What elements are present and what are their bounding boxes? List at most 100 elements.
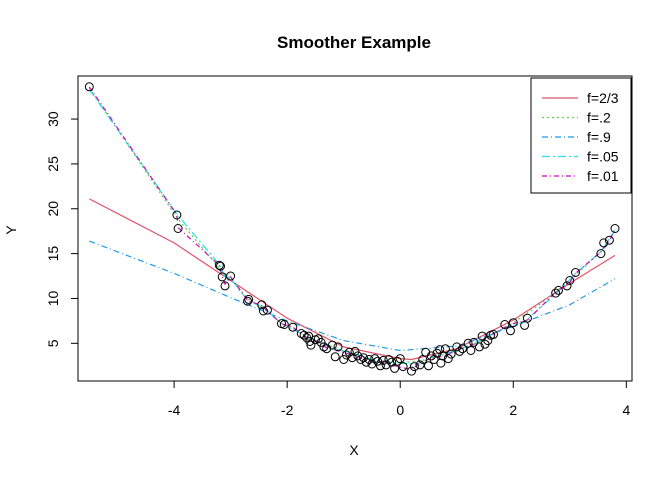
data-point bbox=[243, 296, 253, 306]
data-point bbox=[296, 329, 306, 338]
legend-label: f=.01 bbox=[587, 168, 619, 184]
x-tick-label: 0 bbox=[396, 402, 404, 418]
y-tick-label: 10 bbox=[45, 290, 61, 306]
legend-label: f=2/3 bbox=[587, 90, 619, 106]
data-point bbox=[262, 305, 272, 315]
data-point bbox=[364, 355, 374, 364]
data-point bbox=[424, 361, 433, 371]
data-point bbox=[596, 249, 606, 259]
data-point bbox=[257, 300, 267, 310]
y-axis-title: Y bbox=[3, 225, 19, 235]
data-point bbox=[506, 326, 515, 336]
data-point bbox=[304, 331, 314, 341]
x-tick-label: 4 bbox=[622, 402, 630, 418]
data-point bbox=[258, 306, 268, 316]
data-point bbox=[415, 360, 425, 370]
data-point bbox=[173, 224, 183, 233]
data-point bbox=[483, 336, 493, 346]
data-point bbox=[565, 276, 575, 285]
data-point bbox=[554, 285, 563, 295]
data-point bbox=[333, 342, 343, 352]
x-axis: -4 -2 0 2 4 bbox=[168, 380, 630, 418]
x-tick-label: -2 bbox=[281, 402, 294, 418]
data-point bbox=[305, 337, 315, 346]
chart-title: Smoother Example bbox=[277, 33, 431, 52]
data-point bbox=[288, 322, 298, 332]
data-point bbox=[339, 355, 349, 364]
data-point bbox=[395, 354, 405, 364]
data-point bbox=[435, 345, 445, 355]
data-point bbox=[216, 261, 225, 271]
data-point bbox=[306, 340, 316, 350]
data-point bbox=[469, 337, 479, 347]
data-point bbox=[378, 355, 388, 365]
data-point bbox=[330, 352, 340, 362]
data-point bbox=[562, 281, 572, 291]
data-point bbox=[373, 356, 383, 366]
data-point bbox=[500, 320, 510, 329]
data-point bbox=[327, 340, 337, 350]
data-point bbox=[489, 329, 498, 339]
data-point bbox=[342, 350, 351, 360]
data-point bbox=[421, 347, 431, 357]
data-point bbox=[387, 357, 397, 367]
y-tick-label: 20 bbox=[45, 201, 61, 217]
data-point bbox=[367, 359, 377, 369]
data-point bbox=[409, 362, 419, 372]
data-point bbox=[392, 356, 402, 366]
data-point bbox=[319, 342, 329, 352]
y-tick-label: 25 bbox=[45, 156, 61, 172]
legend-label: f=.9 bbox=[587, 129, 611, 145]
data-point bbox=[375, 361, 385, 371]
data-point bbox=[407, 366, 416, 376]
data-point bbox=[474, 342, 484, 352]
data-point bbox=[84, 82, 94, 92]
legend-label: f=.2 bbox=[587, 110, 611, 126]
series-line-0 bbox=[89, 198, 616, 361]
x-tick-label: -4 bbox=[168, 402, 181, 418]
data-point bbox=[299, 330, 309, 340]
x-tick-label: 2 bbox=[509, 402, 517, 418]
data-point bbox=[440, 344, 450, 354]
legend-box bbox=[530, 77, 632, 194]
legend-label: f=.05 bbox=[587, 149, 619, 165]
x-axis-title: X bbox=[349, 442, 359, 458]
legend: f=2/3 f=.2 f=.9 f=.05 f=.01 bbox=[530, 77, 632, 194]
data-point bbox=[172, 210, 182, 220]
data-point bbox=[455, 346, 465, 356]
data-point bbox=[443, 354, 453, 364]
series-line-2 bbox=[89, 240, 616, 352]
data-point bbox=[452, 342, 462, 352]
data-point bbox=[446, 349, 456, 359]
data-point bbox=[384, 355, 394, 364]
data-point bbox=[466, 346, 476, 355]
data-point bbox=[457, 344, 467, 354]
data-point bbox=[381, 360, 391, 370]
data-point bbox=[604, 235, 614, 245]
data-point bbox=[599, 238, 609, 248]
data-point bbox=[477, 331, 487, 341]
data-point bbox=[370, 354, 380, 364]
data-point bbox=[508, 318, 518, 328]
data-point bbox=[350, 346, 360, 356]
data-point bbox=[220, 281, 230, 291]
data-point bbox=[610, 224, 620, 233]
data-point bbox=[347, 353, 357, 363]
data-point bbox=[398, 362, 408, 372]
y-axis: 5 10 15 20 25 30 bbox=[45, 111, 79, 347]
data-point bbox=[244, 294, 254, 304]
data-point bbox=[214, 260, 224, 270]
data-point bbox=[316, 337, 326, 347]
y-tick-label: 5 bbox=[45, 339, 61, 347]
y-tick-label: 15 bbox=[45, 246, 61, 262]
data-point bbox=[551, 288, 561, 298]
points-layer bbox=[84, 82, 620, 376]
data-point bbox=[436, 358, 446, 368]
y-tick-label: 30 bbox=[45, 111, 61, 127]
data-point bbox=[344, 347, 354, 357]
data-point bbox=[279, 320, 289, 329]
data-point bbox=[522, 313, 532, 323]
data-point bbox=[571, 268, 580, 277]
data-point bbox=[226, 271, 236, 281]
